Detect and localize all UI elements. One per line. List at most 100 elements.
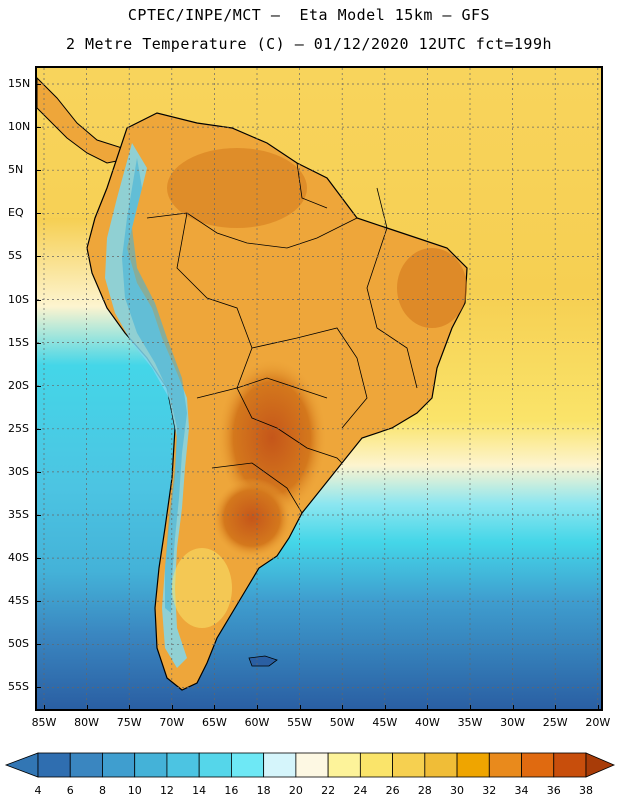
colorbar-low-arrow [4,752,39,778]
lat-tick [35,213,41,215]
amazon-warm-zone [167,148,307,228]
colorbar-swatch [69,752,103,778]
lon-label: 60W [244,716,270,729]
lat-label: 40S [8,551,29,565]
lat-label: 55S [8,680,29,694]
pampas-hot-core [212,478,292,558]
lon-label: 40W [414,716,440,729]
colorbar-high-arrow [585,752,616,778]
colorbar-label: 14 [192,784,207,797]
lat-label: 15S [8,335,29,349]
lon-label: 75W [116,716,142,729]
colorbar-label: 38 [579,784,593,797]
colorbar-swatch [166,752,200,778]
lon-label: 65W [201,716,227,729]
chart-subtitle: 2 Metre Temperature (C) – 01/12/2020 12U… [65,35,553,53]
colorbar-swatch [102,752,136,778]
lat-tick [35,471,41,473]
colorbar-swatch [231,752,265,778]
lat-label: 15N [8,77,31,90]
colorbar-swatch [134,752,168,778]
lon-tick [129,705,131,711]
colorbar-swatch [521,752,555,778]
lat-label: 5S [8,249,22,263]
lon-label: 30W [500,716,526,729]
map-panel [35,66,603,711]
colorbar-label: 10 [127,784,142,797]
lon-tick [597,705,599,711]
lon-tick [257,705,258,711]
colorbar-swatch [553,752,587,778]
lat-tick [35,601,41,603]
lon-tick [214,705,216,711]
colorbar-swatch [488,752,522,778]
lon-label: 25W [542,716,568,729]
lon-label: 55W [287,716,313,729]
lon-tick [86,705,88,711]
lat-label: 20S [8,378,29,392]
lat-tick [35,644,41,646]
colorbar-svg [4,752,616,778]
lat-label: 35S [8,508,29,521]
falkland-islands [248,655,278,667]
lat-label: 25S [8,421,29,435]
lon-tick [44,705,45,711]
lat-label: 5N [8,163,24,177]
colorbar-label: 18 [256,784,271,797]
lon-tick [299,705,301,711]
lat-tick [35,342,41,344]
lon-tick [171,705,173,711]
lon-label: 35W [457,716,483,729]
colorbar-swatch [424,752,458,778]
lat-tick [35,558,41,560]
colorbar-label: 26 [385,784,400,797]
lon-tick [555,705,557,711]
colorbar [0,745,618,800]
colorbar-swatch [392,752,426,778]
lat-tick [35,256,41,258]
northeast-warm-zone [397,248,467,328]
colorbar-swatch [295,752,329,778]
colorbar-label: 32 [482,784,497,797]
temperature-map-svg [37,68,601,709]
lon-label: 45W [372,716,398,729]
lon-tick [512,705,514,711]
colorbar-label: 36 [546,784,561,797]
colorbar-label: 30 [450,784,465,797]
colorbar-swatch [327,752,361,778]
lon-tick [427,705,429,711]
lat-label: 10N [8,120,31,134]
colorbar-label: 22 [321,784,336,797]
colorbar-swatch [359,752,393,778]
colorbar-label: 8 [98,784,106,797]
colorbar-swatch [456,752,490,778]
colorbar-swatch [37,752,71,778]
lat-tick [35,428,41,430]
colorbar-label: 24 [353,784,368,797]
lat-tick [35,515,41,516]
lat-lon-grid [37,68,601,709]
lat-tick [35,127,41,129]
colorbar-swatch [263,752,297,778]
colorbar-label: 16 [224,784,239,797]
lon-label: 80W [74,716,100,729]
lat-tick [35,385,41,387]
lat-label: 50S [8,637,29,651]
patagonia-mild-zone [172,548,232,628]
lon-tick [384,705,386,711]
lon-tick [342,705,344,711]
colorbar-label: 4 [34,784,42,797]
lon-tick [470,705,471,711]
lat-tick [35,299,41,301]
lon-label: 50W [329,716,355,729]
lat-label: 45S [8,594,29,608]
lat-label: EQ [8,206,24,220]
lat-label: 30S [8,464,29,478]
lat-tick [35,687,41,689]
colorbar-label: 20 [288,784,303,797]
colorbar-swatch [198,752,232,778]
lat-tick [35,84,41,85]
colorbar-label: 28 [417,784,432,797]
colorbar-label: 6 [66,784,74,797]
chart-title: CPTEC/INPE/MCT – Eta Model 15km – GFS [127,6,491,24]
